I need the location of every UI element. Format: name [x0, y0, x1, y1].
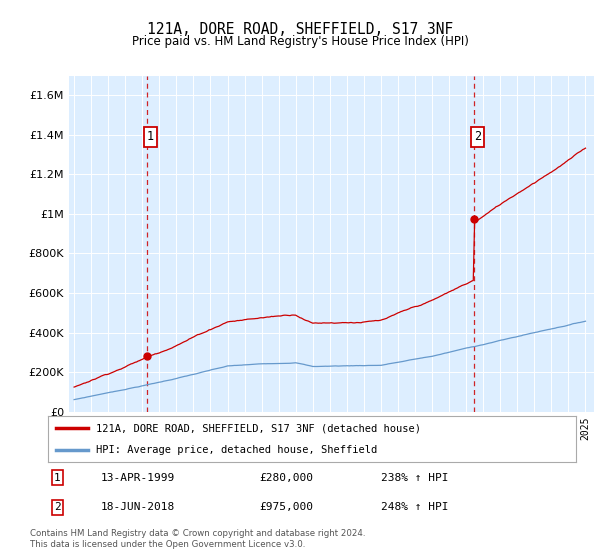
Text: 248% ↑ HPI: 248% ↑ HPI: [380, 502, 448, 512]
Text: 2: 2: [54, 502, 61, 512]
Text: £975,000: £975,000: [259, 502, 313, 512]
Text: 1: 1: [147, 130, 154, 143]
Text: 121A, DORE ROAD, SHEFFIELD, S17 3NF (detached house): 121A, DORE ROAD, SHEFFIELD, S17 3NF (det…: [95, 423, 421, 433]
Text: 13-APR-1999: 13-APR-1999: [101, 473, 175, 483]
Text: HPI: Average price, detached house, Sheffield: HPI: Average price, detached house, Shef…: [95, 445, 377, 455]
Text: Price paid vs. HM Land Registry's House Price Index (HPI): Price paid vs. HM Land Registry's House …: [131, 35, 469, 48]
Text: 18-JUN-2018: 18-JUN-2018: [101, 502, 175, 512]
Text: 1: 1: [54, 473, 61, 483]
Text: Contains HM Land Registry data © Crown copyright and database right 2024.
This d: Contains HM Land Registry data © Crown c…: [30, 529, 365, 549]
Text: 238% ↑ HPI: 238% ↑ HPI: [380, 473, 448, 483]
Text: 121A, DORE ROAD, SHEFFIELD, S17 3NF: 121A, DORE ROAD, SHEFFIELD, S17 3NF: [147, 22, 453, 38]
Text: £280,000: £280,000: [259, 473, 313, 483]
Text: 2: 2: [474, 130, 481, 143]
